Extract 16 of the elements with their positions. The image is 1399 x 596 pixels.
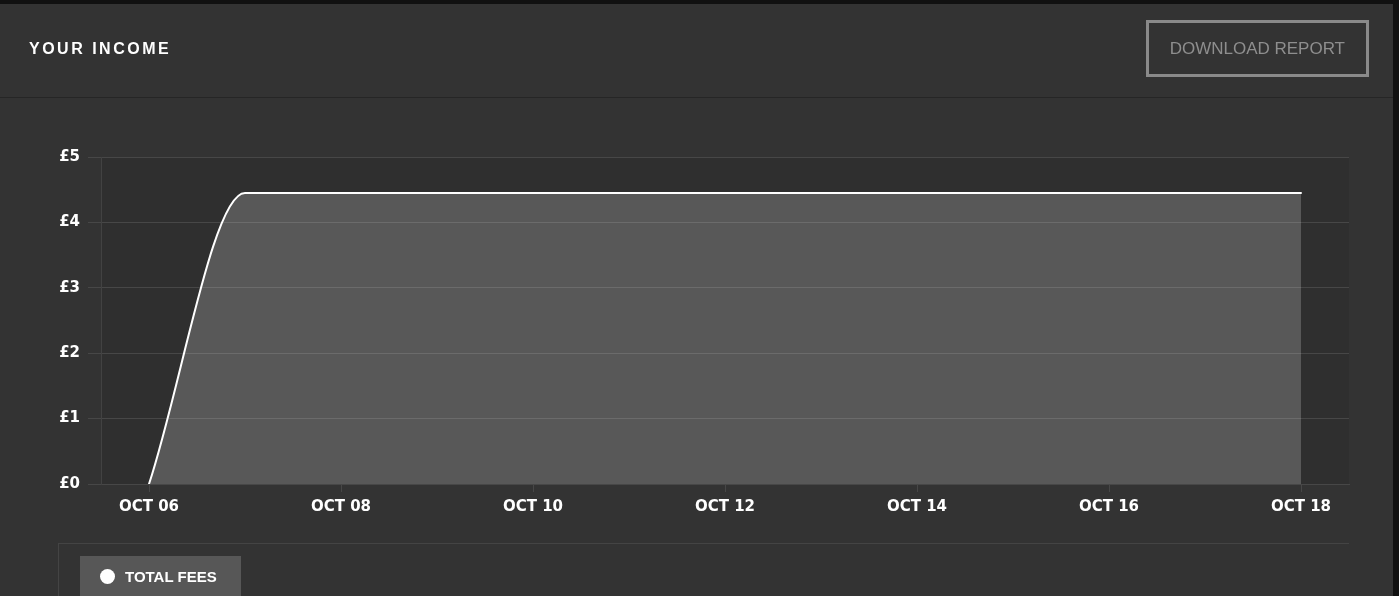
- y-tick-label: £4: [59, 212, 80, 231]
- legend-label: TOTAL FEES: [125, 567, 217, 585]
- text: DOWNLOAD REPORT: [1169, 39, 1345, 58]
- x-tick-label: OCT 18: [1270, 496, 1332, 515]
- chart-title: YOUR INCOME: [29, 39, 172, 59]
- x-tick-label: OCT 12: [694, 496, 756, 515]
- x-tick-label: OCT 06: [118, 496, 180, 515]
- x-tick-label: OCT 14: [886, 496, 948, 515]
- y-tick-label: £5: [59, 146, 80, 165]
- y-tick-label: £2: [59, 343, 80, 362]
- x-tick-label: OCT 10: [502, 496, 564, 515]
- x-tick-label: OCT 08: [310, 496, 372, 515]
- y-tick-label: £0: [59, 473, 80, 492]
- y-tick-label: £1: [59, 408, 80, 427]
- y-tick-label: £3: [59, 277, 80, 296]
- x-tick-label: OCT 16: [1078, 496, 1140, 515]
